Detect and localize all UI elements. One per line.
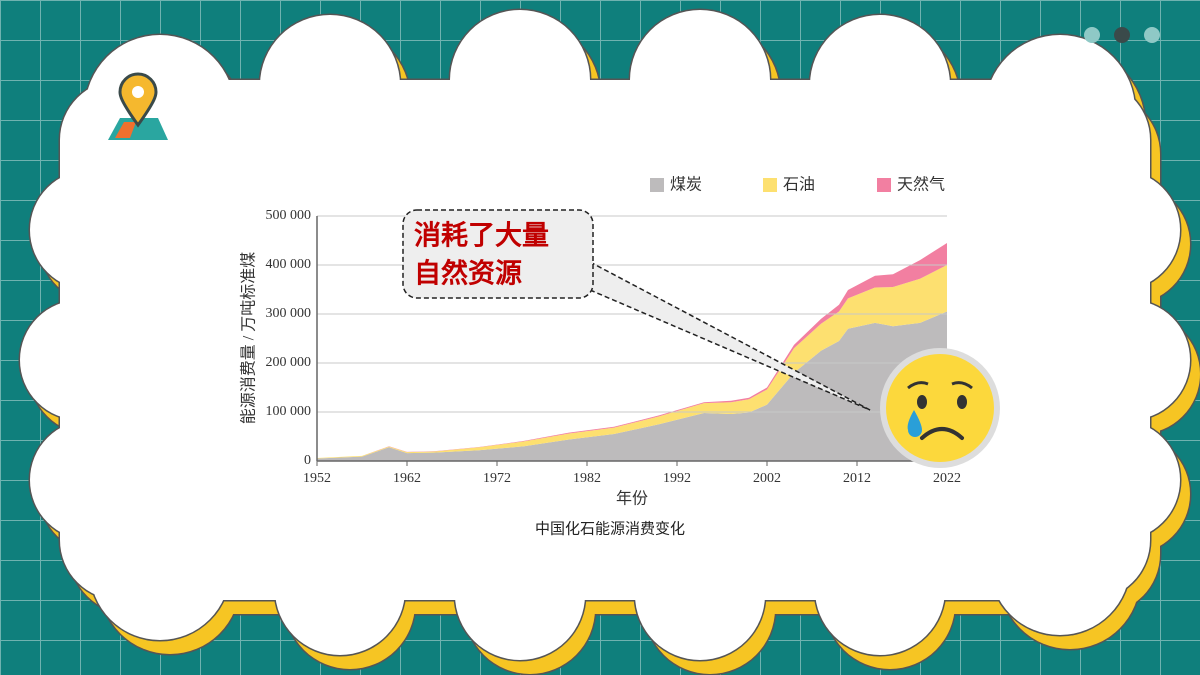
x-tick-label: 2012	[843, 471, 871, 486]
dot	[1144, 27, 1160, 43]
pointer-line	[589, 289, 871, 411]
x-tick-label: 1992	[663, 471, 691, 486]
y-axis-label: 能源消费量 / 万吨标准煤	[240, 252, 258, 424]
x-tick-label: 1972	[483, 471, 511, 486]
x-tick-label: 1952	[303, 471, 331, 486]
sad-emoji	[880, 348, 1000, 468]
y-tick-label: 0	[304, 453, 311, 468]
map-block	[115, 122, 136, 138]
callout-box	[402, 209, 594, 299]
pin-hole	[132, 86, 144, 98]
pointer-line	[589, 261, 871, 411]
pin	[118, 72, 158, 128]
emoji-tear	[907, 410, 922, 437]
callout-pointer	[589, 261, 871, 411]
dot	[1114, 27, 1130, 43]
legend-label: 天然气	[897, 176, 945, 194]
x-tick-label: 2002	[753, 471, 781, 486]
cloud	[20, 10, 1190, 660]
x-axis-label: 年份	[616, 490, 648, 508]
y-tick-label: 400 000	[266, 257, 312, 272]
y-tick-label: 200 000	[266, 355, 312, 370]
area	[317, 311, 947, 461]
pointer-fill	[590, 262, 870, 410]
emoji-brow	[907, 381, 973, 390]
legend-swatch	[877, 178, 891, 192]
dot	[1084, 27, 1100, 43]
legend-swatch	[763, 178, 777, 192]
chart-title: 中国化石能源消费变化	[535, 520, 685, 538]
legend-label: 石油	[783, 176, 815, 194]
y-tick-label: 500 000	[266, 208, 312, 223]
y-tick-label: 100 000	[266, 404, 312, 419]
window-dots	[1084, 27, 1160, 43]
callout-text: 消耗了大量	[414, 221, 549, 252]
legend-swatch	[650, 178, 664, 192]
y-tick-label: 300 000	[266, 306, 312, 321]
x-tick-label: 1982	[573, 471, 601, 486]
x-tick-label: 2022	[933, 471, 961, 486]
emoji-face	[886, 354, 994, 462]
emoji-mouth	[920, 427, 964, 440]
areas	[317, 242, 947, 461]
emoji-eye	[957, 395, 967, 409]
legend-label: 煤炭	[670, 176, 702, 194]
chart: 能源消费量 / 万吨标准煤 年份 中国化石能源消费变化 0 100 000 200 …	[240, 176, 961, 538]
emoji-eye	[917, 395, 927, 409]
map-pin-icon	[108, 72, 168, 140]
x-tick-label: 1962	[393, 471, 421, 486]
callout-text: 自然资源	[414, 258, 522, 290]
